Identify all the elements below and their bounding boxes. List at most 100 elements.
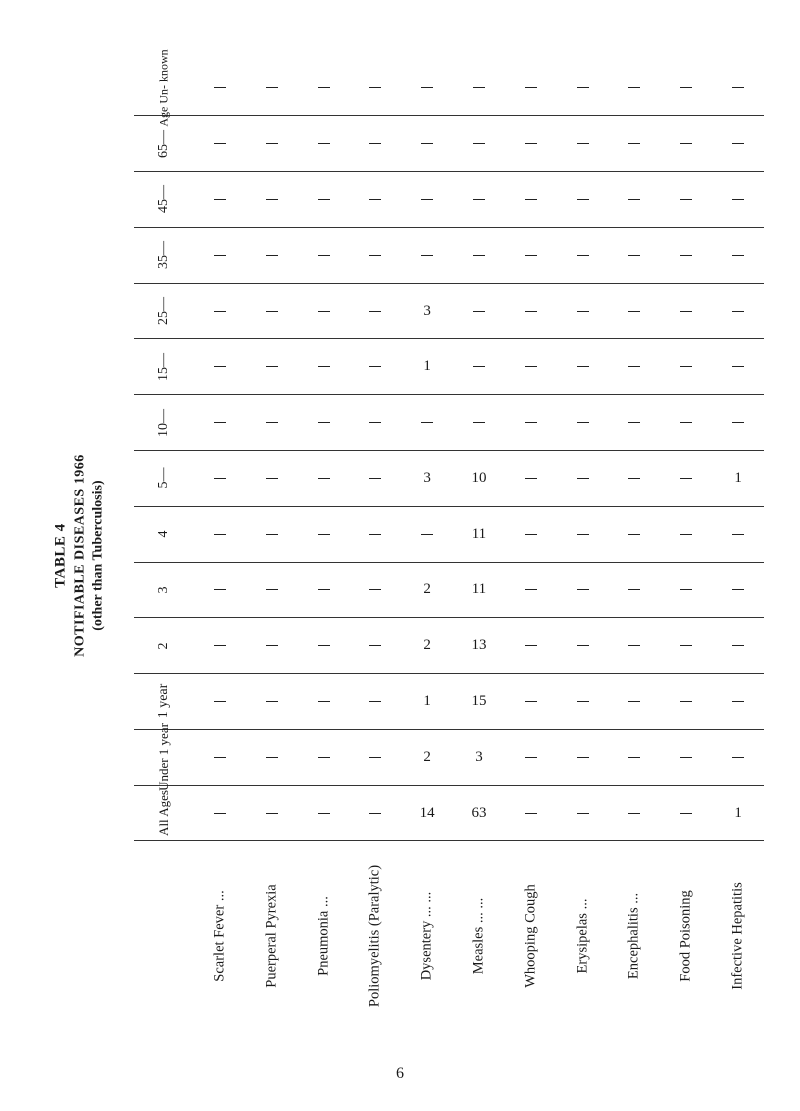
- dash-icon: [473, 422, 485, 423]
- dash-icon: [577, 199, 589, 200]
- table-cell: [246, 283, 298, 339]
- table-cell: [349, 674, 401, 730]
- dash-icon: [473, 87, 485, 88]
- dash-icon: [577, 534, 589, 535]
- table-cell: [712, 339, 764, 395]
- table-cell: [557, 729, 609, 785]
- table-cell: [712, 506, 764, 562]
- table-cell: [298, 116, 350, 172]
- dash-icon: [473, 255, 485, 256]
- dash-icon: [628, 701, 640, 702]
- table-cell: [453, 339, 505, 395]
- dash-icon: [318, 422, 330, 423]
- table-cell: [246, 450, 298, 506]
- table-cell: [298, 785, 350, 841]
- dash-icon: [214, 701, 226, 702]
- table-cell: [298, 395, 350, 451]
- dash-icon: [266, 255, 278, 256]
- table-cell: [401, 60, 453, 116]
- table-cell: [609, 674, 661, 730]
- age-group-header: 2: [134, 618, 194, 674]
- table-cell: [609, 227, 661, 283]
- table-cell: [298, 450, 350, 506]
- age-group-header: 45—: [134, 172, 194, 228]
- table-cell: 11: [453, 562, 505, 618]
- dash-icon: [577, 311, 589, 312]
- dash-icon: [628, 478, 640, 479]
- table-cell: [609, 506, 661, 562]
- table-cell: 13: [453, 618, 505, 674]
- dash-icon: [680, 645, 692, 646]
- age-group-header: 5—: [134, 450, 194, 506]
- table-cell: [194, 60, 246, 116]
- table-cell: [660, 172, 712, 228]
- table-cell: [349, 395, 401, 451]
- dash-icon: [214, 645, 226, 646]
- table-cell: [609, 339, 661, 395]
- dash-icon: [318, 534, 330, 535]
- table-cell: [298, 618, 350, 674]
- dash-icon: [318, 199, 330, 200]
- dash-icon: [369, 143, 381, 144]
- table-cell: [298, 339, 350, 395]
- dash-icon: [214, 478, 226, 479]
- table-cell: [246, 60, 298, 116]
- table-cell: [712, 562, 764, 618]
- table-cell: [298, 172, 350, 228]
- dash-icon: [421, 255, 433, 256]
- dash-icon: [577, 87, 589, 88]
- table-cell: [712, 60, 764, 116]
- table-cell: [194, 618, 246, 674]
- dash-icon: [214, 199, 226, 200]
- table-cell: [246, 785, 298, 841]
- dash-icon: [628, 813, 640, 814]
- dash-icon: [266, 366, 278, 367]
- age-group-header: All Ages: [134, 785, 194, 841]
- table-cell: [349, 172, 401, 228]
- table-cell: [349, 116, 401, 172]
- table-cell: [194, 450, 246, 506]
- dash-icon: [369, 757, 381, 758]
- table-cell: [194, 116, 246, 172]
- table-cell: 2: [401, 618, 453, 674]
- table-cell: [246, 674, 298, 730]
- dash-icon: [628, 589, 640, 590]
- dash-icon: [680, 589, 692, 590]
- table-cell: [298, 562, 350, 618]
- dash-icon: [577, 478, 589, 479]
- table-cell: [453, 395, 505, 451]
- table-cell: [557, 395, 609, 451]
- table-cell: [557, 785, 609, 841]
- table-cell: [349, 450, 401, 506]
- table-cell: [194, 562, 246, 618]
- dash-icon: [628, 87, 640, 88]
- table-cell: [557, 60, 609, 116]
- table-cell: [557, 674, 609, 730]
- table-cell: 1: [712, 785, 764, 841]
- table-cell: [557, 172, 609, 228]
- dash-icon: [525, 143, 537, 144]
- dash-icon: [525, 478, 537, 479]
- dash-icon: [732, 701, 744, 702]
- dash-icon: [680, 813, 692, 814]
- table-cell: [557, 562, 609, 618]
- table-cell: [401, 227, 453, 283]
- dash-icon: [577, 589, 589, 590]
- table-cell: [712, 227, 764, 283]
- table-cell: [453, 227, 505, 283]
- table-cell: [505, 506, 557, 562]
- table-cell: [246, 506, 298, 562]
- disease-label: Pneumonia ...: [298, 841, 350, 1031]
- table-cell: [246, 227, 298, 283]
- table-cell: [194, 785, 246, 841]
- dash-icon: [369, 701, 381, 702]
- table-cell: [194, 339, 246, 395]
- dash-icon: [732, 87, 744, 88]
- dash-icon: [214, 87, 226, 88]
- table-cell: [298, 506, 350, 562]
- table-cell: [246, 562, 298, 618]
- blank-corner: [134, 841, 194, 1031]
- disease-label: Food Poisoning: [660, 841, 712, 1031]
- dash-icon: [266, 311, 278, 312]
- table-cell: [505, 674, 557, 730]
